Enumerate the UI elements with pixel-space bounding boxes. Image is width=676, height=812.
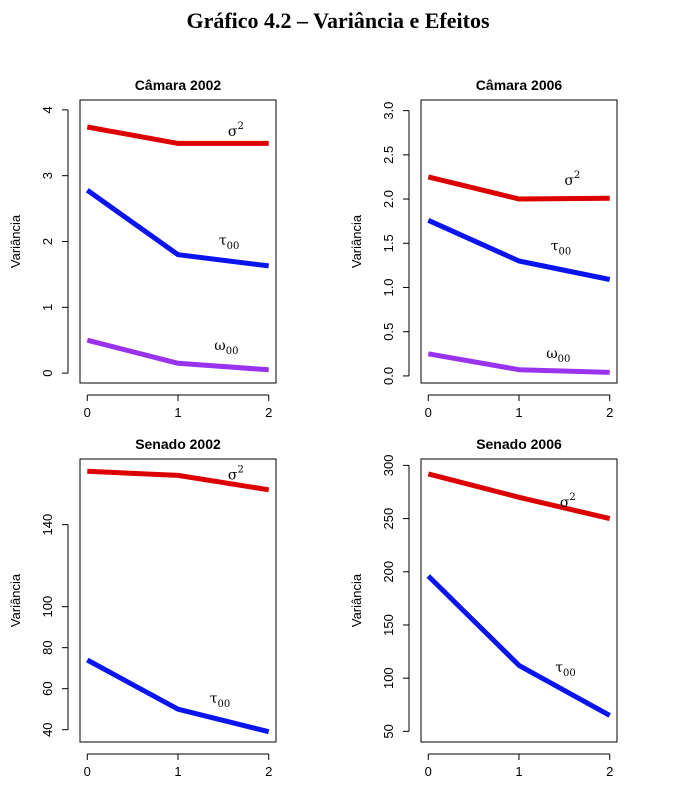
y-tick-label: 300 xyxy=(381,455,396,477)
series-label-sigma2: σ2 xyxy=(228,121,244,140)
series-line-sigma2 xyxy=(427,174,610,202)
y-tick-label: 50 xyxy=(381,724,396,738)
y-tick-label: 0 xyxy=(40,370,55,377)
y-tick-label: 3.0 xyxy=(381,102,396,120)
x-tick-label: 1 xyxy=(515,764,522,779)
y-axis-label: Variância xyxy=(8,214,23,268)
x-tick-label: 1 xyxy=(174,764,181,779)
y-tick-label: 1.5 xyxy=(381,234,396,252)
series-label-tau00: τ00 xyxy=(551,238,571,257)
x-tick-label: 0 xyxy=(425,405,432,420)
y-tick-label: 2.0 xyxy=(381,190,396,208)
series-line-omega00 xyxy=(427,351,610,375)
series-line-sigma2 xyxy=(427,471,611,522)
y-axis-label: Variância xyxy=(349,573,364,627)
plot-frame xyxy=(420,99,618,384)
y-tick-label: 140 xyxy=(40,514,55,536)
figure-title: Gráfico 4.2 – Variância e Efeitos xyxy=(186,8,490,33)
y-tick-label: 250 xyxy=(381,508,396,530)
series-label-tau00: τ00 xyxy=(555,660,575,679)
y-tick-label: 1 xyxy=(40,304,55,311)
plot-frame xyxy=(79,99,277,384)
series-label-tau00: τ00 xyxy=(210,691,230,710)
x-tick-label: 0 xyxy=(84,764,91,779)
series-label-omega00: ω00 xyxy=(214,338,238,357)
x-tick-label: 2 xyxy=(265,764,272,779)
x-tick-label: 0 xyxy=(425,764,432,779)
y-axis-label: Variância xyxy=(349,214,364,268)
y-tick-label: 40 xyxy=(40,722,55,736)
y-tick-label: 2 xyxy=(40,238,55,245)
chart-panel-3: Senado 2002 Variância 40 60 80 100 140 0 1 2 σ2 τ00 xyxy=(8,436,277,779)
x-tick-label: 0 xyxy=(84,405,91,420)
chart-panel-2: Câmara 2006 Variância 0.0 0.5 1.0 1.5 2.0 2.5 3.… xyxy=(349,77,618,420)
y-tick-label: 0.5 xyxy=(381,323,396,341)
series-label-sigma2: σ2 xyxy=(228,465,244,484)
series-line-omega00 xyxy=(86,337,269,373)
series-line-tau00 xyxy=(85,188,270,269)
x-tick-label: 2 xyxy=(265,405,272,420)
y-tick-label: 2.5 xyxy=(381,146,396,164)
y-tick-label: 3 xyxy=(40,172,55,179)
panel-title: Senado 2002 xyxy=(135,436,221,452)
series-line-sigma2 xyxy=(86,124,269,146)
y-tick-label: 200 xyxy=(381,561,396,583)
x-tick-label: 1 xyxy=(515,405,522,420)
series-label-sigma2: σ2 xyxy=(560,492,576,511)
y-tick-label: 100 xyxy=(381,667,396,689)
y-tick-label: 1.0 xyxy=(381,278,396,296)
series-line-sigma2 xyxy=(87,468,270,493)
y-tick-label: 60 xyxy=(40,681,55,695)
panel-title: Câmara 2002 xyxy=(135,77,222,93)
series-label-tau00: τ00 xyxy=(219,233,239,252)
y-tick-label: 150 xyxy=(381,614,396,636)
y-tick-label: 80 xyxy=(40,640,55,654)
chart-panel-1: Câmara 2002 Variância 0 1 2 3 4 0 1 2 σ2 τ00 ω00 xyxy=(8,77,277,420)
x-tick-label: 2 xyxy=(606,405,613,420)
y-tick-label: 0.0 xyxy=(381,367,396,385)
y-tick-label: 100 xyxy=(40,596,55,618)
series-line-tau00 xyxy=(86,657,270,735)
plot-frame xyxy=(79,458,277,743)
panel-title: Senado 2006 xyxy=(476,436,562,452)
plot-frame xyxy=(420,458,618,743)
series-label-sigma2: σ2 xyxy=(564,170,580,189)
y-tick-label: 4 xyxy=(40,106,55,113)
series-line-tau00 xyxy=(427,218,611,282)
y-axis-label: Variância xyxy=(8,573,23,627)
panel-title: Câmara 2006 xyxy=(476,77,563,93)
chart-panel-4: Senado 2006 Variância 50 100 150 200 250 300 0 1 2… xyxy=(349,436,618,779)
series-line-tau00 xyxy=(426,574,611,718)
series-label-omega00: ω00 xyxy=(546,346,570,365)
x-tick-label: 2 xyxy=(606,764,613,779)
x-tick-label: 1 xyxy=(174,405,181,420)
